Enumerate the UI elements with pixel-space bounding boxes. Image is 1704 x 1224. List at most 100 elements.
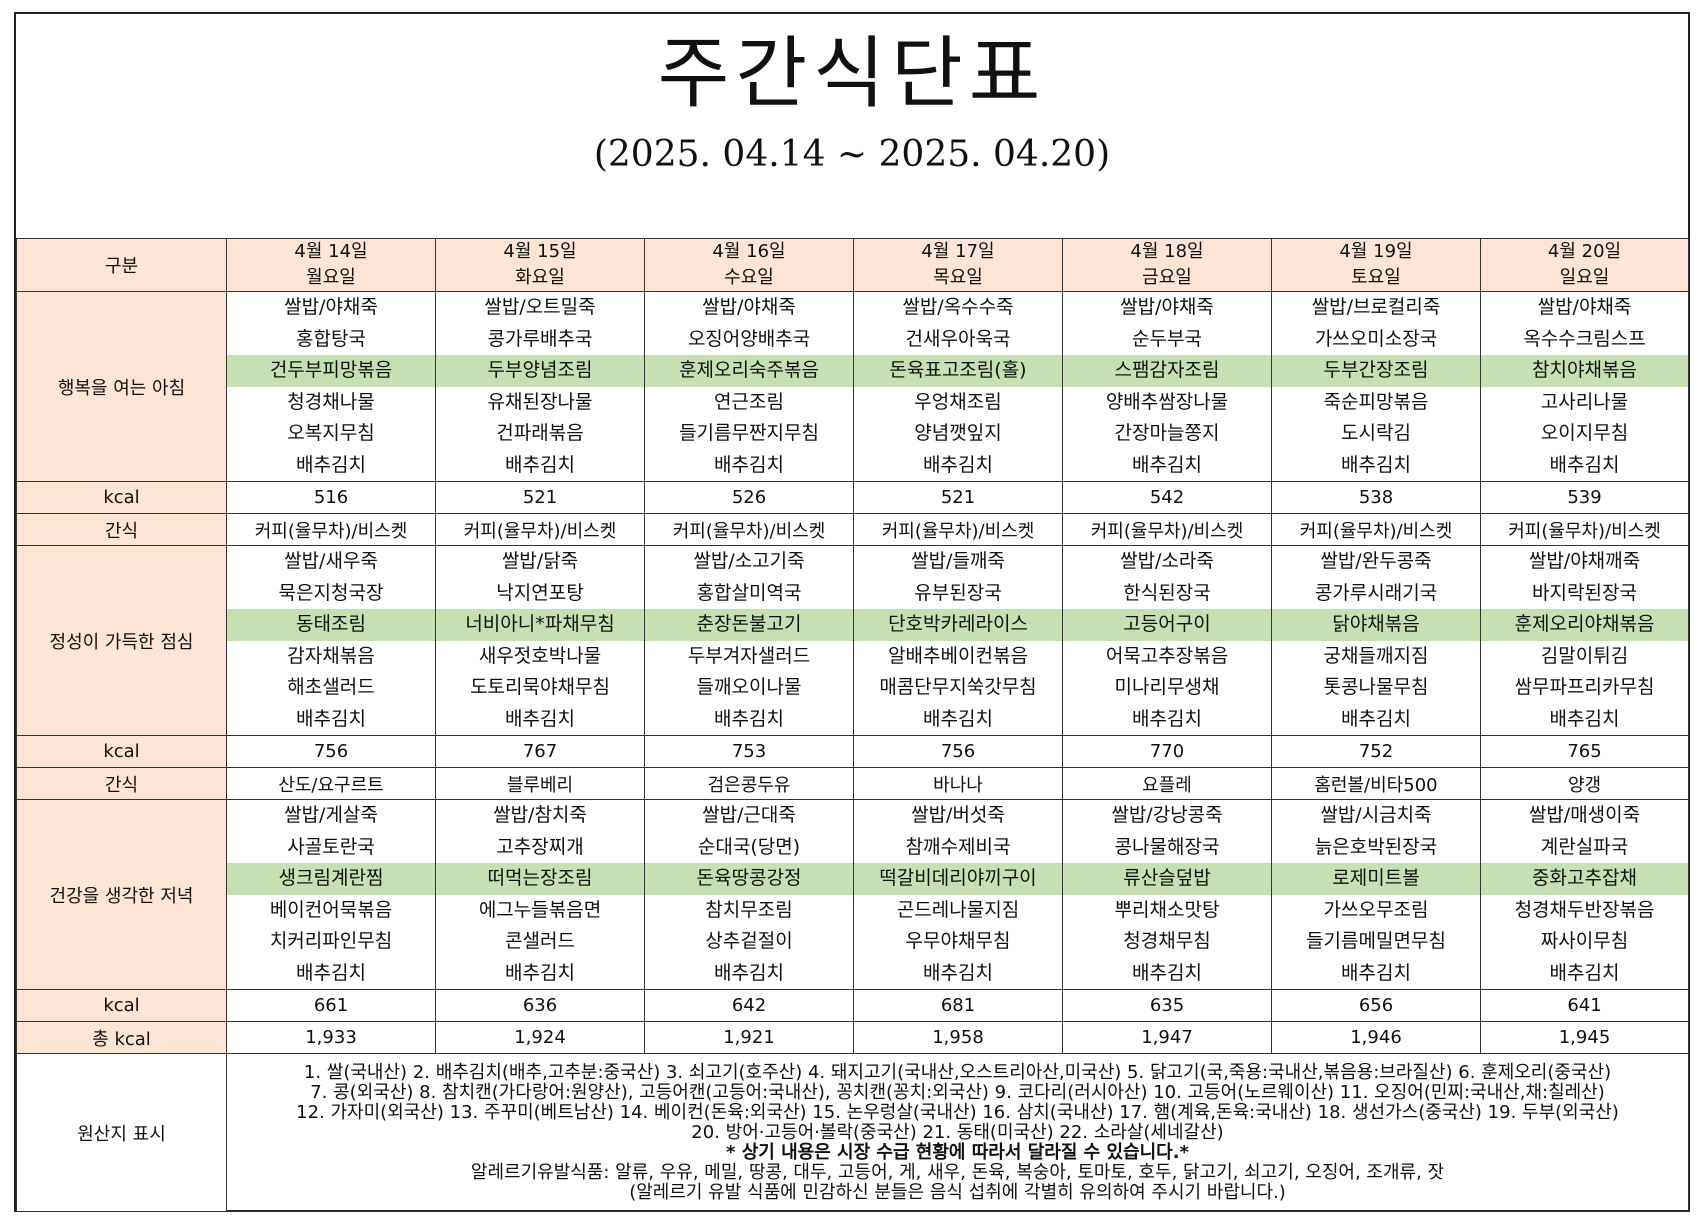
- menu-item: 에그누들볶음면: [478, 898, 602, 921]
- dinner-kcal: 661: [226, 989, 436, 1022]
- menu-item: 연근조림: [714, 390, 784, 413]
- allergy-line: 알레르기유발식품: 알류, 우유, 메밀, 땅콩, 대두, 고등어, 게, 새우…: [470, 1161, 1445, 1183]
- menu-item: 쌀밥/강낭콩죽: [1111, 804, 1223, 826]
- main-dish: 생크림계란찜: [227, 863, 435, 895]
- menu-item: 양배추쌈장나물: [1105, 390, 1229, 413]
- menu-item: 배추김치: [1132, 453, 1202, 476]
- main-dish: 돈육땅콩강정: [645, 863, 853, 895]
- menu-item: 배추김치: [1341, 453, 1411, 476]
- menu-item: 매콤단무지쑥갓무침: [879, 676, 1037, 698]
- breakfast-menu-cell: 쌀밥/야채죽 홍합탕국 건두부피망볶음 청경채나물 오복지무침 배추김치: [226, 291, 436, 482]
- snack-label: 간식: [16, 767, 227, 800]
- menu-item: 알배추베이컨볶음: [888, 644, 1028, 667]
- day-date: 4월 20일: [1547, 241, 1622, 262]
- day-date: 4월 19일: [1339, 241, 1413, 262]
- main-dish: 단호박카레라이스: [854, 609, 1062, 641]
- breakfast-menu-cell: 쌀밥/야채죽 순두부국 스팸감자조림 양배추쌈장나물 간장마늘쫑지 배추김치: [1062, 291, 1272, 482]
- menu-item: 쌀밥/근대죽: [702, 804, 796, 826]
- day-weekday: 수요일: [724, 267, 774, 288]
- day-date: 4월 15일: [503, 241, 577, 262]
- breakfast-menu-cell: 쌀밥/오트밀죽 콩가루배추국 두부양념조림 유채된장나물 건파래볶음 배추김치: [435, 291, 645, 482]
- day-date: 4월 14일: [294, 241, 368, 262]
- menu-item: 고추장찌개: [496, 835, 584, 858]
- menu-item: 배추김치: [505, 707, 575, 730]
- dinner-menu-cell: 쌀밥/참치죽 고추장찌개 떠먹는장조림 에그누들볶음면 콘샐러드 배추김치: [435, 799, 645, 990]
- breakfast-menu-cell: 쌀밥/브로컬리죽 가쓰오미소장국 두부간장조림 죽순피망볶음 도시락김 배추김치: [1271, 291, 1481, 482]
- dinner-label: 건강을 생각한 저녁: [16, 799, 227, 990]
- menu-item: 옥수수크림스프: [1523, 327, 1646, 350]
- menu-item: 쌀밥/게살죽: [284, 804, 378, 826]
- main-dish: 닭야채볶음: [1272, 609, 1480, 641]
- menu-item: 청경채나물: [287, 390, 375, 413]
- afternoon-snack-row: 간식 산도/요구르트 블루베리 검은콩두유 바나나 요플레 홈런볼/비타500 …: [16, 767, 1689, 800]
- lunch-row: 정성이 가득한 점심 쌀밥/새우죽 묵은지청국장 동태조림 감자채볶음 해초샐러드 배추김…: [16, 545, 1689, 736]
- origin-line: 7. 콩(외국산) 8. 참치캔(가다랑어:원양산), 고등어캔(고등어:국내산…: [310, 1081, 1605, 1103]
- morning-snack: 커피(율무차)/비스켓: [853, 513, 1063, 546]
- lunch-kcal: 765: [1480, 735, 1689, 768]
- menu-item: 쌀밥/소라죽: [1120, 550, 1214, 572]
- menu-item: 쌀밥/시금치죽: [1320, 804, 1432, 826]
- total-kcal: 1,958: [853, 1021, 1063, 1054]
- day-weekday: 금요일: [1142, 267, 1192, 288]
- origin-row: 원산지 표시 1. 쌀(국내산) 2. 배추김치(배추,고추분:중국산) 3. …: [16, 1053, 1689, 1212]
- main-dish: 춘장돈불고기: [645, 609, 853, 641]
- menu-sheet: 주간식단표 (2025. 04.14 ~ 2025. 04.20) 구분 4월 …: [14, 12, 1690, 1212]
- total-kcal-row: 총 kcal 1,933 1,924 1,921 1,958 1,947 1,9…: [16, 1021, 1689, 1054]
- menu-item: 상추겉절이: [705, 930, 793, 952]
- day-header: 4월 17일 목요일: [853, 238, 1063, 292]
- dinner-kcal: 642: [644, 989, 854, 1022]
- day-header: 4월 20일 일요일: [1480, 238, 1689, 292]
- dinner-menu-cell: 쌀밥/근대죽 순대국(당면) 돈육땅콩강정 참치무조림 상추겉절이 배추김치: [644, 799, 854, 990]
- morning-snack-row: 간식 커피(율무차)/비스켓 커피(율무차)/비스켓 커피(율무차)/비스켓 커…: [16, 513, 1689, 546]
- lunch-menu-cell: 쌀밥/들깨죽 유부된장국 단호박카레라이스 알배추베이컨볶음 매콤단무지쑥갓무침 배추김치: [853, 545, 1063, 736]
- date-range: (2025. 04.14 ~ 2025. 04.20): [593, 134, 1111, 175]
- breakfast-menu-cell: 쌀밥/야채죽 옥수수크림스프 참치야채볶음 고사리나물 오이지무침 배추김치: [1480, 291, 1689, 482]
- origin-line: 20. 방어·고등어·볼락(중국산) 21. 동태(미국산) 22. 소라살(세…: [691, 1121, 1224, 1143]
- category-header: 구분: [16, 238, 227, 292]
- menu-item: 묵은지청국장: [278, 581, 384, 604]
- menu-item: 배추김치: [1341, 961, 1411, 984]
- menu-item: 쌀밥/새우죽: [284, 550, 378, 572]
- menu-item: 양념깻잎지: [914, 422, 1002, 444]
- day-weekday: 토요일: [1351, 267, 1401, 288]
- menu-item: 홍합살미역국: [696, 581, 802, 604]
- menu-item: 배추김치: [1549, 707, 1620, 730]
- menu-item: 쌀밥/야채죽: [1537, 296, 1632, 318]
- lunch-kcal: 767: [435, 735, 645, 768]
- menu-item: 오징어양배추국: [687, 327, 811, 350]
- menu-item: 우무야채무침: [905, 930, 1011, 952]
- breakfast-kcal-row: kcal 516 521 526 521 542 538 539: [16, 481, 1689, 514]
- day-header-row: 구분 4월 14일 월요일 4월 15일 화요일 4월 16일 수요일 4월 17일 목…: [16, 238, 1689, 292]
- total-kcal: 1,946: [1271, 1021, 1481, 1054]
- morning-snack: 커피(율무차)/비스켓: [1480, 513, 1689, 546]
- menu-item: 콘샐러드: [505, 930, 575, 952]
- menu-item: 배추김치: [1549, 453, 1620, 476]
- menu-item: 고사리나물: [1540, 390, 1629, 413]
- menu-item: 배추김치: [505, 453, 575, 476]
- afternoon-snack: 홈런볼/비타500: [1271, 767, 1481, 800]
- day-weekday: 화요일: [515, 267, 565, 288]
- menu-item: 톳콩나물무침: [1323, 676, 1429, 698]
- menu-item: 배추김치: [923, 961, 993, 984]
- total-kcal-label: 총 kcal: [16, 1021, 227, 1054]
- origin-line: 12. 가자미(외국산) 13. 주꾸미(베트남산) 14. 베이컨(돈육:외국…: [296, 1101, 1619, 1123]
- menu-item: 바지락된장국: [1532, 581, 1637, 604]
- menu-item: 배추김치: [296, 961, 366, 984]
- menu-item: 미나리무생채: [1114, 676, 1220, 698]
- menu-item: 오이지무침: [1540, 422, 1629, 444]
- afternoon-snack: 바나나: [853, 767, 1063, 800]
- lunch-kcal-row: kcal 756 767 753 756 770 752 765: [16, 735, 1689, 768]
- menu-item: 짜사이무침: [1540, 930, 1629, 952]
- menu-item: 들기름무짠지무침: [679, 422, 819, 444]
- origin-line: 1. 쌀(국내산) 2. 배추김치(배추,고추분:중국산) 3. 쇠고기(호주산…: [303, 1061, 1612, 1083]
- lunch-kcal: 770: [1062, 735, 1272, 768]
- day-weekday: 월요일: [306, 267, 356, 288]
- morning-snack: 커피(율무차)/비스켓: [226, 513, 436, 546]
- lunch-menu-cell: 쌀밥/완두콩죽 콩가루시래기국 닭야채볶음 궁채들깨지짐 톳콩나물무침 배추김치: [1271, 545, 1481, 736]
- menu-item: 새우젓호박나물: [478, 644, 602, 667]
- menu-item: 참치무조림: [705, 898, 793, 921]
- menu-item: 쌀밥/브로컬리죽: [1311, 296, 1441, 318]
- main-dish: 두부간장조림: [1272, 355, 1480, 387]
- total-kcal: 1,947: [1062, 1021, 1272, 1054]
